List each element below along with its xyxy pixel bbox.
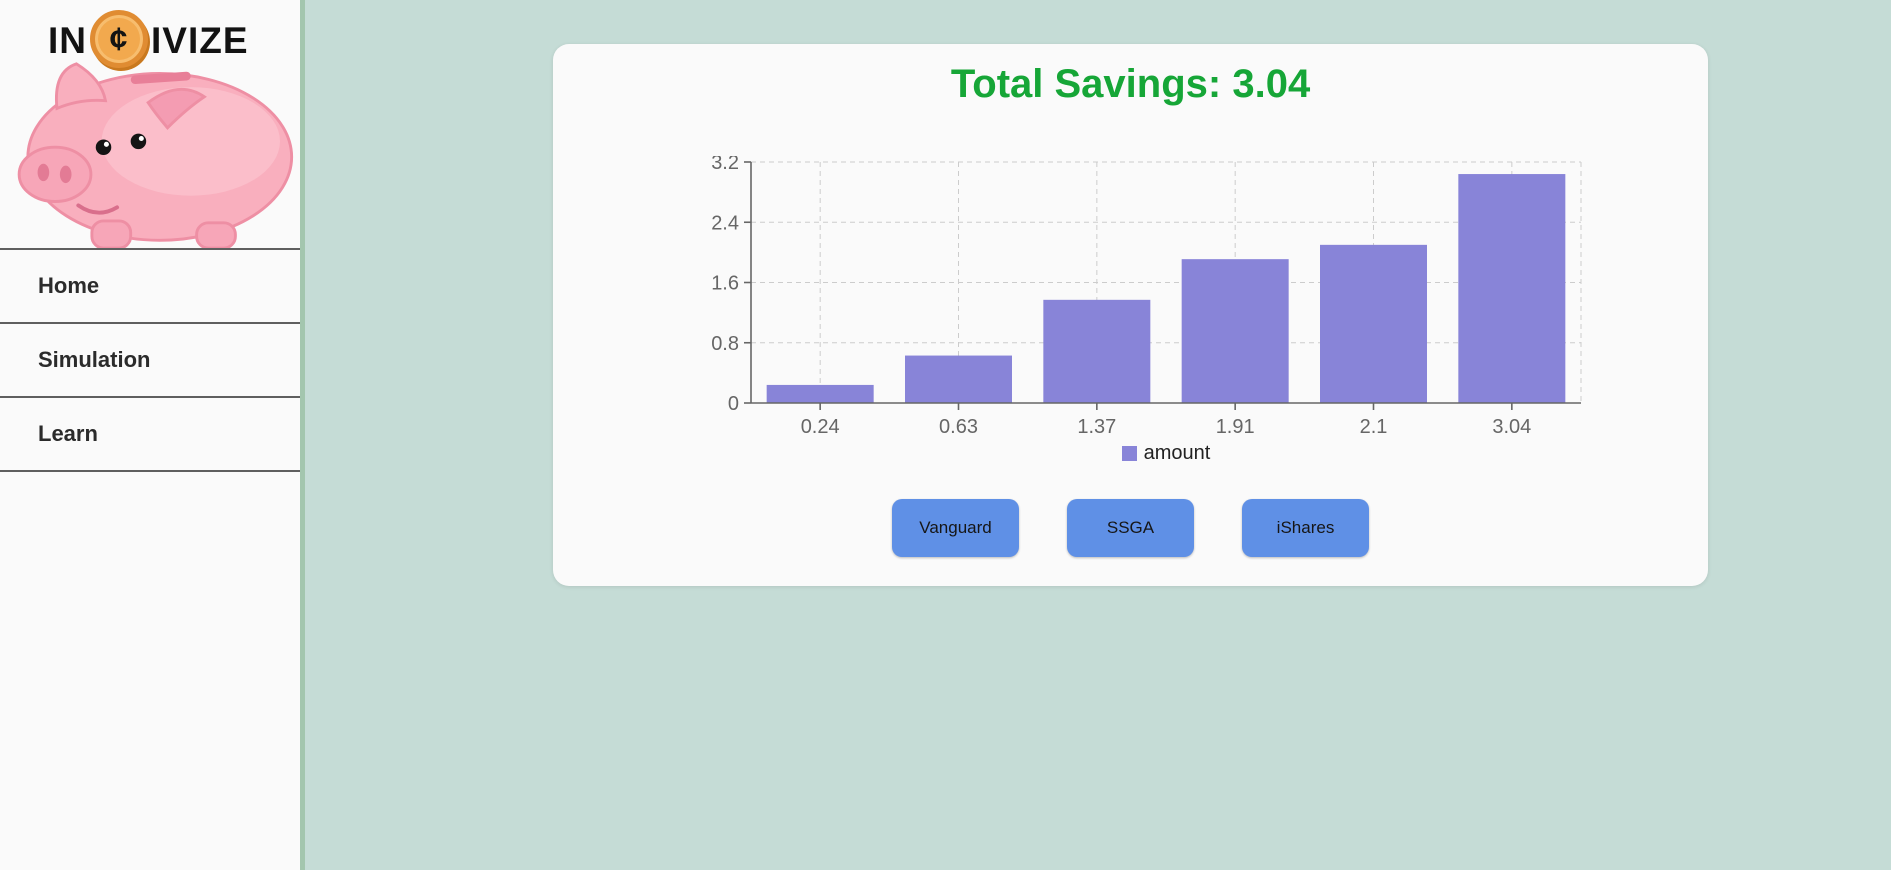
bar-chart-svg: 0 0.8 1.6 2.4 3.2 0.24 0.63 1.37 1.91 2.1 3.04: [711, 156, 1582, 438]
ishares-button[interactable]: iShares: [1242, 499, 1369, 557]
sidebar: IN ¢ IVIZE Home: [0, 0, 305, 870]
total-savings-title: Total Savings: 3.04: [950, 62, 1311, 106]
y-axis-tick-label: 0: [728, 393, 739, 415]
y-axis-tick-label: 3.2: [711, 156, 739, 174]
sidebar-item-learn[interactable]: Learn: [0, 398, 300, 472]
bar: [1181, 259, 1289, 403]
legend-label-amount: amount: [1143, 442, 1211, 464]
sidebar-item-simulation[interactable]: Simulation: [0, 324, 300, 398]
x-axis-tick-label: 1.37: [1077, 416, 1116, 438]
bar-chart-plot: 0 0.8 1.6 2.4 3.2 0.24 0.63 1.37 1.91 2.1 3.04: [706, 156, 1586, 440]
savings-bar-chart: 0 0.8 1.6 2.4 3.2 0.24 0.63 1.37 1.91 2.1 3.04 amo…: [706, 156, 1586, 465]
piggy-bank-illustration: [17, 62, 294, 248]
provider-buttons: Vanguard SSGA iShares: [553, 499, 1708, 557]
main-area: Total Savings: 3.04 0 0.8 1.6 2.4 3.2 0.24 0.6…: [305, 0, 1891, 870]
chart-legend: amount: [751, 442, 1581, 465]
coin-icon: ¢: [90, 10, 148, 68]
legend-swatch-amount: [1121, 446, 1137, 461]
logo-text-right: IVIZE: [151, 20, 249, 61]
cent-symbol: ¢: [109, 20, 129, 57]
x-axis-tick-label: 0.63: [939, 416, 978, 438]
ssga-button[interactable]: SSGA: [1067, 499, 1194, 557]
y-axis-tick-label: 2.4: [711, 212, 739, 234]
bar: [1043, 299, 1151, 403]
y-axis-tick-label: 0.8: [711, 333, 739, 355]
logo-text-left: IN: [48, 20, 87, 61]
bar: [1458, 174, 1566, 403]
logo-wordmark: IN ¢ IVIZE: [48, 10, 249, 70]
savings-card: Total Savings: 3.04 0 0.8 1.6 2.4 3.2 0.24 0.6…: [553, 44, 1708, 586]
x-axis-tick-label: 0.24: [801, 416, 840, 438]
bar: [766, 384, 874, 403]
sidebar-menu: Home Simulation Learn: [0, 248, 300, 472]
sidebar-item-home[interactable]: Home: [0, 250, 300, 324]
app-logo: IN ¢ IVIZE: [0, 0, 300, 248]
bar: [905, 355, 1012, 403]
bar: [1320, 244, 1427, 403]
x-axis-tick-label: 1.91: [1216, 416, 1255, 438]
x-axis-tick-label: 2.1: [1360, 416, 1388, 438]
vanguard-button[interactable]: Vanguard: [892, 499, 1019, 557]
y-axis-tick-label: 1.6: [711, 273, 739, 295]
x-axis-tick-label: 3.04: [1492, 416, 1531, 438]
